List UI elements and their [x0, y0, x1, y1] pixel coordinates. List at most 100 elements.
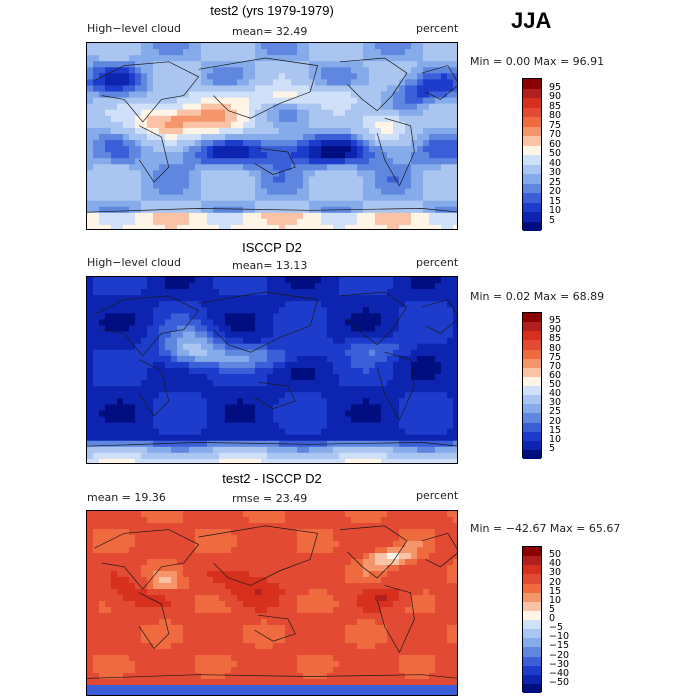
map-cell: [237, 85, 244, 93]
map-cell: [171, 277, 178, 284]
map-cell: [339, 571, 346, 578]
map-cell: [333, 224, 340, 229]
map-cell: [147, 133, 154, 141]
colorbar-swatch: [523, 322, 541, 332]
map-cell: [261, 61, 268, 68]
map-cell: [111, 307, 118, 314]
map-cell: [213, 277, 220, 284]
map-cell: [159, 61, 166, 68]
map-cell: [363, 182, 370, 190]
map-cell: [141, 283, 148, 290]
map-cell: [417, 517, 424, 524]
map-cell: [153, 428, 160, 436]
map-cell: [399, 43, 406, 50]
map-cell: [363, 452, 370, 460]
map-cell: [327, 194, 334, 202]
map-cell: [189, 374, 196, 381]
map-cell: [411, 182, 418, 190]
map-cell: [111, 85, 118, 93]
map-cell: [351, 55, 358, 62]
map-cell: [417, 133, 424, 141]
map-cell: [423, 301, 430, 308]
map-cell: [123, 571, 130, 578]
map-cell: [111, 49, 118, 56]
map-cell: [453, 583, 457, 590]
map-cell: [123, 607, 130, 614]
map-cell: [171, 428, 178, 436]
map-cell: [165, 386, 172, 393]
map-cell: [429, 67, 436, 74]
map-cell: [345, 170, 352, 178]
map-cell: [435, 289, 442, 296]
map-cell: [249, 200, 256, 208]
map-cell: [285, 85, 292, 93]
map-cell: [447, 343, 454, 351]
map-cell: [435, 607, 442, 614]
map-cell: [123, 200, 130, 208]
map-cell: [231, 398, 238, 405]
map-cell: [291, 176, 298, 184]
map-cell: [87, 565, 94, 572]
map-cell: [135, 140, 142, 147]
map-cell: [105, 224, 112, 229]
map-cell: [333, 307, 340, 314]
map-cell: [411, 176, 418, 184]
map-cell: [171, 133, 178, 141]
map-cell: [249, 73, 256, 80]
map-cell: [417, 152, 424, 159]
map-cell: [423, 337, 430, 345]
map-cell: [99, 404, 106, 412]
map-cell: [111, 523, 118, 530]
map-cell: [111, 289, 118, 296]
map-cell: [267, 277, 274, 284]
map-cell: [93, 79, 100, 87]
map-cell: [315, 517, 322, 524]
map-cell: [219, 331, 226, 339]
map-cell: [213, 595, 220, 602]
map-cell: [177, 571, 184, 578]
map-cell: [297, 115, 304, 123]
map-cell: [399, 523, 406, 530]
map-cell: [237, 121, 244, 129]
map-cell: [375, 115, 382, 123]
map-cell: [261, 529, 268, 536]
map-cell: [345, 176, 352, 184]
map-cell: [273, 277, 280, 284]
map-cell: [261, 133, 268, 141]
map-cell: [417, 176, 424, 184]
map-cell: [405, 392, 412, 399]
map-cell: [291, 103, 298, 111]
map-cell: [387, 398, 394, 405]
map-cell: [423, 398, 430, 405]
map-cell: [411, 55, 418, 62]
map-cell: [189, 416, 196, 424]
map-cell: [399, 541, 406, 548]
map-cell: [267, 452, 274, 460]
map-cell: [285, 452, 292, 460]
map-cell: [99, 559, 106, 566]
map-cell: [309, 277, 316, 284]
map-cell: [105, 416, 112, 424]
map-cell: [267, 91, 274, 99]
map-cell: [219, 541, 226, 548]
map-cell: [129, 361, 136, 369]
map-cell: [189, 127, 196, 135]
map-cell: [129, 158, 136, 165]
map-cell: [147, 73, 154, 80]
map-cell: [129, 559, 136, 566]
map-cell: [207, 361, 214, 369]
map-cell: [393, 194, 400, 202]
map-cell: [387, 224, 394, 229]
map-cell: [135, 319, 142, 327]
map-cell: [369, 355, 376, 363]
map-cell: [87, 541, 94, 548]
map-cell: [321, 511, 328, 518]
map-cell: [315, 559, 322, 566]
map-cell: [351, 355, 358, 363]
map-cell: [273, 283, 280, 290]
map-cell: [129, 121, 136, 129]
map-cell: [147, 283, 154, 290]
map-cell: [411, 595, 418, 602]
map-cell: [207, 601, 214, 608]
map-cell: [393, 416, 400, 424]
